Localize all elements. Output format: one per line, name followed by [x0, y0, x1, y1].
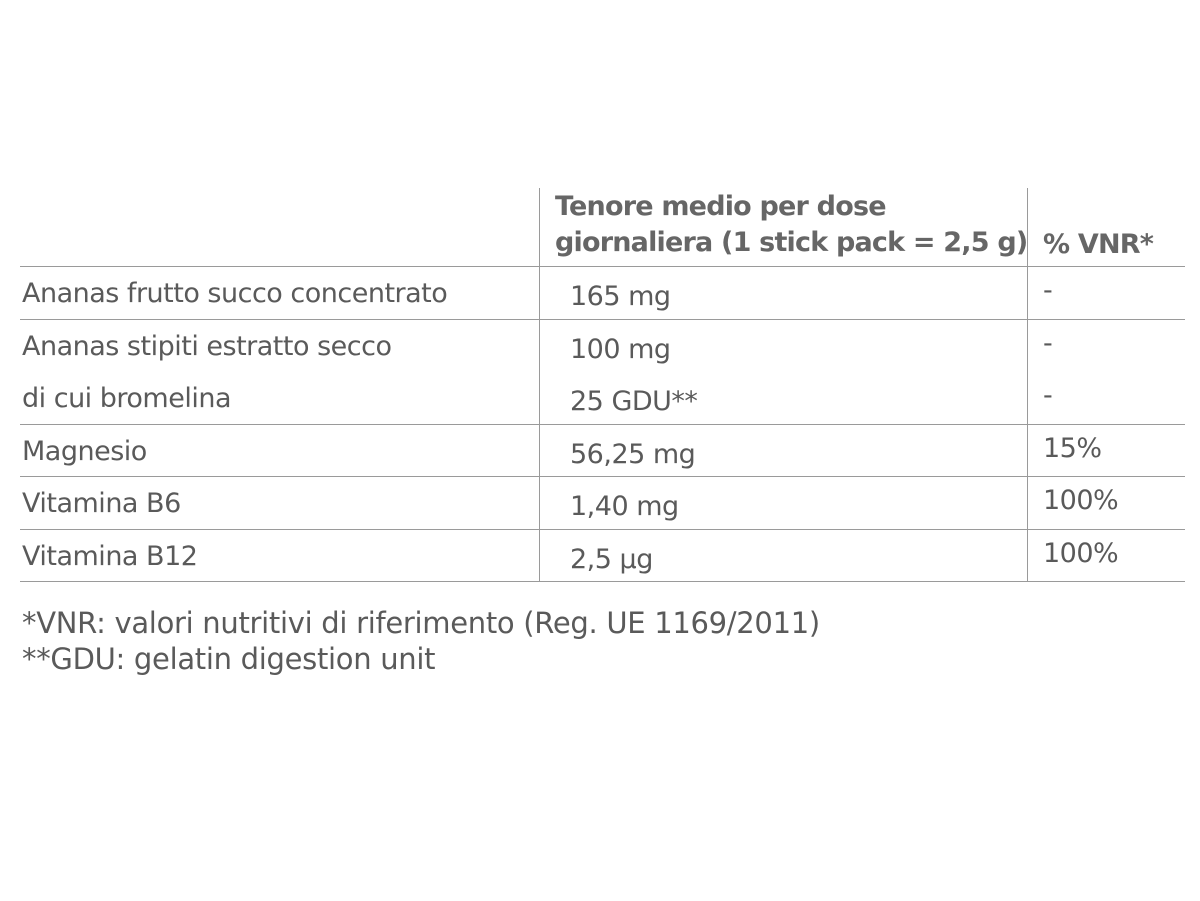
ingredient-cell: Ananas stipiti estratto secco: [22, 330, 392, 362]
vnr-cell: 100%: [1043, 485, 1119, 516]
row-divider: [20, 476, 1185, 477]
amount-cell: 56,25 mg: [570, 438, 696, 470]
column-divider: [1027, 188, 1028, 582]
row-divider: [20, 266, 1185, 267]
column-divider: [539, 188, 540, 582]
amount-cell: 1,40 mg: [570, 491, 679, 522]
header-dose-line: Tenore medio per dose: [555, 191, 887, 222]
amount-cell: 165 mg: [570, 281, 671, 312]
header-dose-line: giornaliera (1 stick pack = 2,5 g): [555, 227, 1028, 258]
amount-cell: 100 mg: [570, 333, 671, 365]
ingredient-cell: Ananas frutto succo concentrato: [22, 278, 448, 309]
ingredient-cell: di cui bromelina: [22, 383, 232, 414]
vnr-cell: -: [1043, 327, 1053, 359]
header-vnr: % VNR*: [1043, 229, 1154, 260]
ingredient-cell: Vitamina B6: [22, 488, 181, 519]
ingredient-cell: Magnesio: [22, 435, 147, 467]
footnote: *VNR: valori nutritivi di riferimento (R…: [22, 606, 820, 640]
amount-cell: 25 GDU**: [570, 386, 698, 417]
row-divider: [20, 424, 1185, 425]
vnr-cell: -: [1043, 380, 1053, 411]
ingredient-cell: Vitamina B12: [22, 540, 198, 572]
row-divider: [20, 529, 1185, 530]
row-divider: [20, 581, 1185, 582]
footnote: **GDU: gelatin digestion unit: [22, 642, 436, 676]
row-divider: [20, 319, 1185, 320]
vnr-cell: 100%: [1043, 537, 1119, 569]
vnr-cell: 15%: [1043, 432, 1102, 464]
vnr-cell: -: [1043, 275, 1053, 306]
amount-cell: 2,5 µg: [570, 543, 653, 575]
